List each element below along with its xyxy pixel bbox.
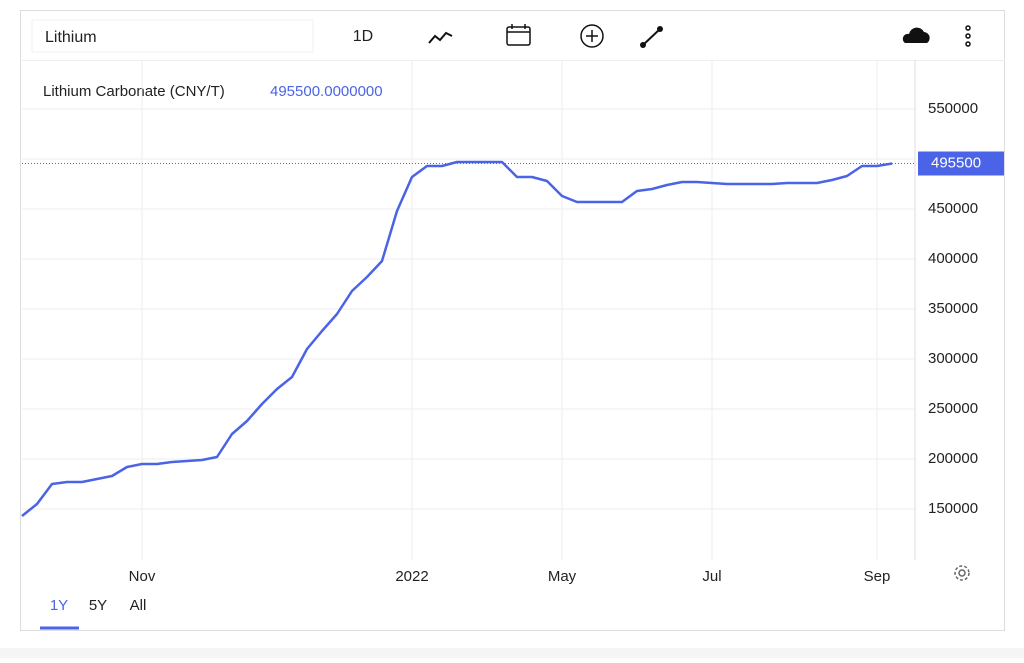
series-title: Lithium Carbonate (CNY/T) xyxy=(43,83,225,100)
add-button[interactable] xyxy=(580,24,604,48)
y-tick-label: 350000 xyxy=(928,300,978,317)
y-tick-label: 250000 xyxy=(928,400,978,417)
price-line xyxy=(21,160,893,517)
search-text[interactable]: Lithium xyxy=(45,29,97,46)
settings-icon[interactable] xyxy=(954,565,970,581)
x-tick-label: May xyxy=(548,568,577,585)
y-tick-label: 200000 xyxy=(928,450,978,467)
y-tick-label: 400000 xyxy=(928,250,978,267)
interval-button[interactable]: 1D xyxy=(353,28,373,45)
download-button[interactable] xyxy=(902,27,930,43)
calendar-button[interactable] xyxy=(506,24,531,46)
chart-type-button[interactable] xyxy=(428,31,453,44)
header-value: 495500.0000000 xyxy=(270,83,383,100)
y-tick-label: 300000 xyxy=(928,350,978,367)
range-button[interactable]: All xyxy=(130,597,147,614)
x-tick-label: 2022 xyxy=(395,568,428,585)
menu-button[interactable] xyxy=(965,25,971,47)
range-button[interactable]: 5Y xyxy=(89,597,107,614)
last-value-box xyxy=(918,151,1004,176)
x-tick-label: Sep xyxy=(864,568,891,585)
search-box[interactable] xyxy=(31,19,314,53)
x-tick-label: Nov xyxy=(129,568,156,585)
frame xyxy=(20,10,1005,631)
y-tick-label: 450000 xyxy=(928,200,978,217)
y-tick-label: 150000 xyxy=(928,500,978,517)
range-button[interactable]: 1Y xyxy=(50,597,68,614)
y-tick-label: 550000 xyxy=(928,100,978,117)
x-tick-label: Jul xyxy=(702,568,721,585)
last-value-label: 495500 xyxy=(931,154,981,171)
draw-button[interactable] xyxy=(640,26,663,48)
footer-strip xyxy=(0,648,1024,658)
